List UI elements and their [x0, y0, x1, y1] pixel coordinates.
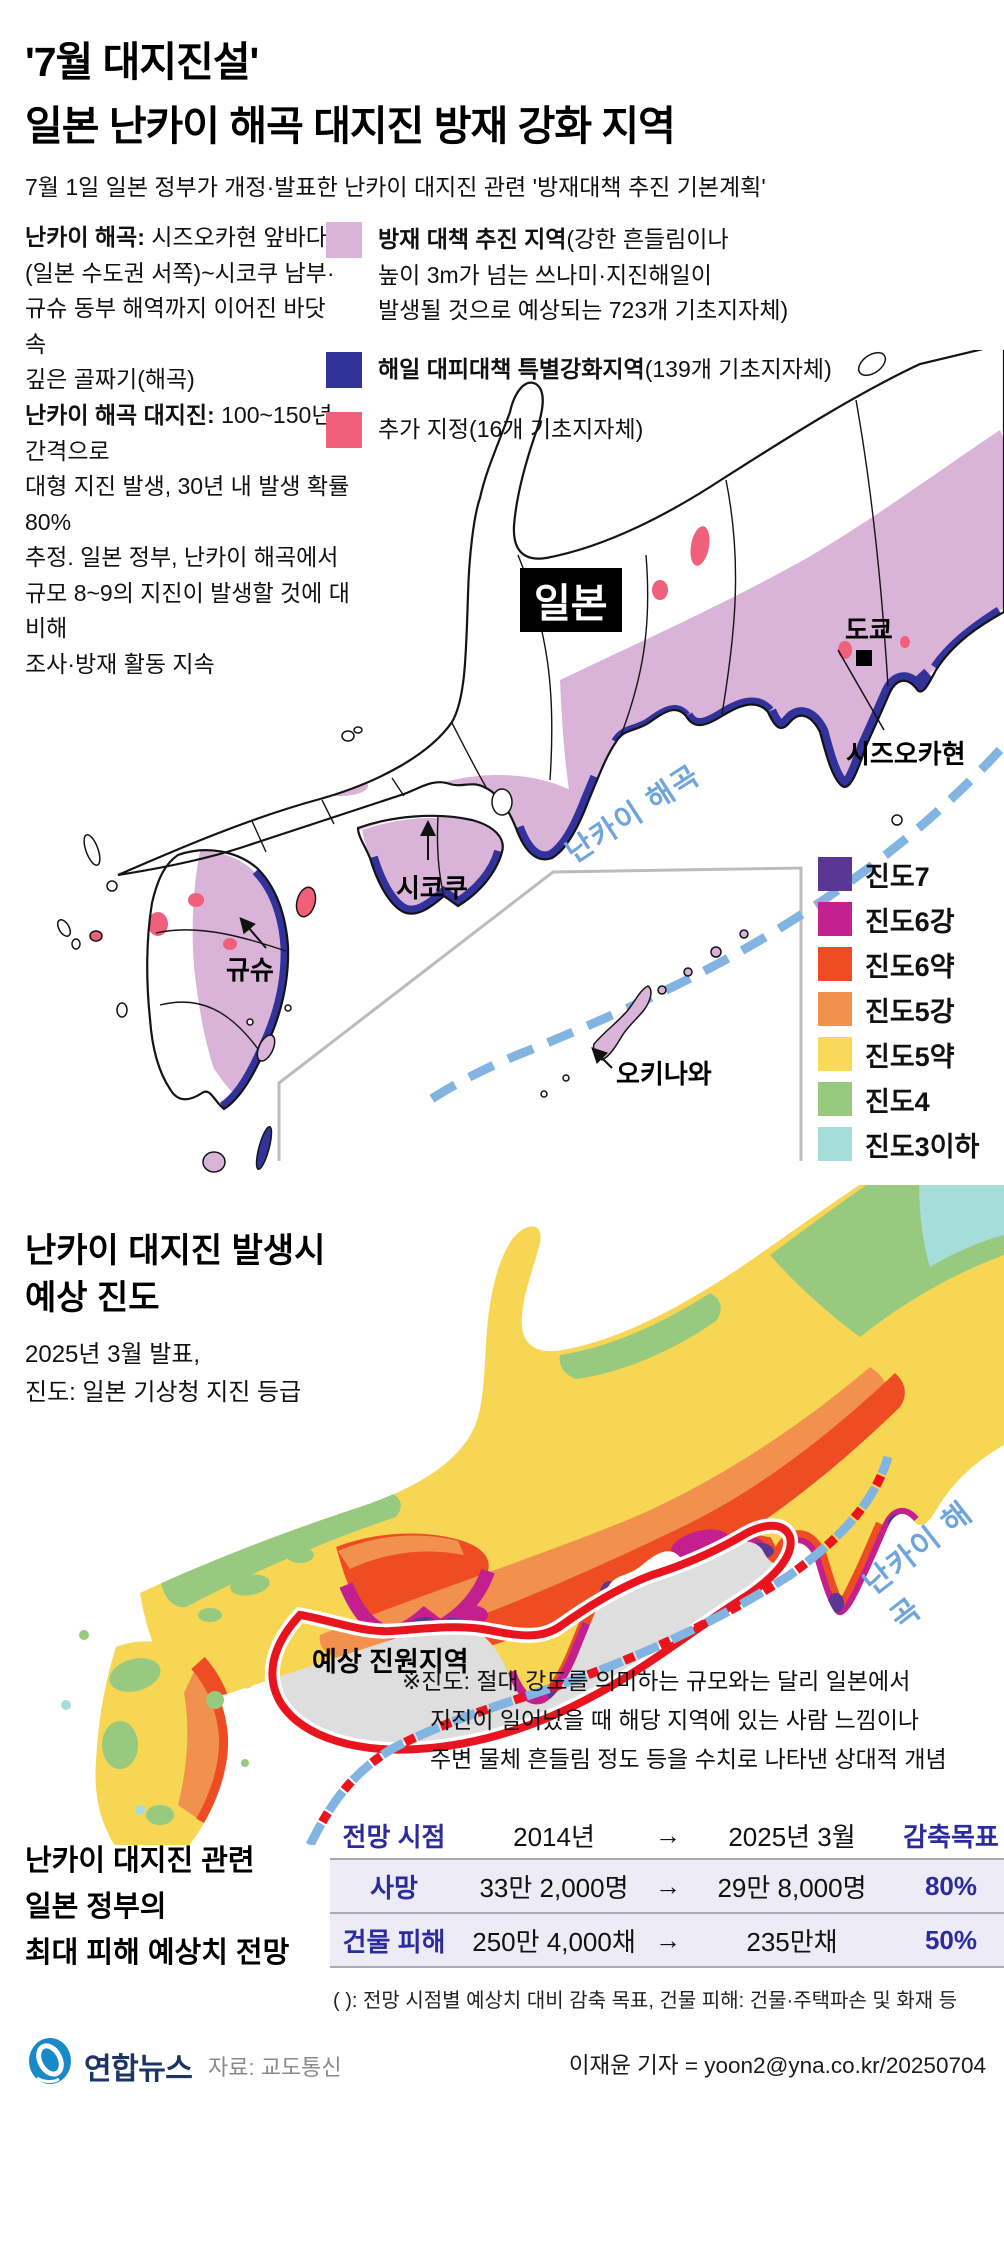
- intensity-swatch-7: [818, 857, 852, 891]
- kyushu-arrow: [239, 916, 267, 949]
- inset-frame: [277, 866, 803, 1161]
- intensity-label-6s: 진도6강: [865, 906, 955, 937]
- info-lead-trough: 난카이 해곡:: [25, 224, 145, 250]
- intensity-label-4: 진도4: [865, 1086, 930, 1117]
- table-header-row: 전망 시점 2014년 → 2025년 3월 감축목표: [330, 1812, 1004, 1858]
- row-deaths-label: 사망: [370, 1872, 418, 1903]
- page-subtitle: 7월 1일 일본 정부가 개정·발표한 난카이 대지진 관련 '방재대책 추진 …: [25, 174, 766, 200]
- table-header-target: 감축목표: [903, 1821, 999, 1852]
- row-deaths-target: 80%: [924, 1870, 978, 1901]
- row-deaths-2025: 29만 8,000명: [717, 1872, 867, 1903]
- row-buildings-arrow: →: [655, 1924, 681, 1955]
- info-body-trough: 시즈오카현 앞바다 (일본 수도권 서쪽)~시코쿠 남부· 규슈 동부 해역까지…: [25, 224, 335, 392]
- map2-subtitle: 2025년 3월 발표, 진도: 일본 기상청 지진 등급: [25, 1336, 301, 1412]
- reporter-credit: 이재윤 기자 = yoon2@yna.co.kr/20250704: [568, 2053, 986, 2078]
- damage-table: 전망 시점 2014년 → 2025년 3월 감축목표 사망 33만 2,000…: [330, 1812, 1004, 1968]
- map2-subtitle-line1: 2025년 3월 발표,: [25, 1341, 201, 1368]
- intensity-footnote: ※진도: 절대 강도를 의미하는 규모와는 달리 일본에서 지진이 일어났을 때…: [402, 1668, 947, 1772]
- intensity-swatch-3: [818, 1127, 852, 1161]
- info-paragraph-trough: 난카이 해곡: 시즈오카현 앞바다 (일본 수도권 서쪽)~시코쿠 남부· 규슈…: [25, 220, 335, 398]
- map2-title: 난카이 대지진 발생시 예상 진도: [25, 1228, 325, 1322]
- intensity-label-5w: 진도5약: [865, 1041, 955, 1072]
- row-buildings-2014: 250만 4,000채: [472, 1926, 636, 1957]
- row-buildings-label: 건물 피해: [342, 1926, 446, 1957]
- intensity-swatch-5s: [818, 992, 852, 1026]
- table-row-buildings: 건물 피해 250만 4,000채 → 235만채 50%: [330, 1912, 1004, 1966]
- info-body-quake: 100~150년 간격으로 대형 지진 발생, 30년 내 발생 확률 80% …: [25, 402, 350, 677]
- table-header-arrow: →: [655, 1819, 681, 1850]
- table-header-2025: 2025년 3월: [728, 1821, 856, 1852]
- label-epicenter-zone: 예상 진원지역: [312, 1647, 469, 1677]
- legend-swatch-pink: [326, 222, 362, 258]
- trough-line-map2: [305, 1455, 893, 1845]
- intensity-swatch-6s: [818, 902, 852, 936]
- label-shizuoka: 시즈오카현: [846, 739, 966, 769]
- intensity-swatch-4: [818, 1082, 852, 1116]
- label-okinawa: 오키나와: [616, 1059, 712, 1089]
- row-deaths-2014: 33만 2,000명: [479, 1872, 629, 1903]
- table-header-2014: 2014년: [513, 1821, 595, 1852]
- shizuoka-pointer-line: [837, 649, 885, 731]
- epicenter-ring: [268, 1521, 795, 1754]
- page-title: '7월 대지진설' 일본 난카이 해곡 대지진 방재 강화 지역: [25, 30, 676, 158]
- legend-item-added: 추가 지정(16개 기초지자체): [326, 412, 1004, 448]
- map2-title-line2: 예상 진도: [25, 1279, 160, 1317]
- legend-item-promotion: 방재 대책 추진 지역(강한 흔들림이나 높이 3m가 넘는 쓰나미·지진해일이…: [326, 222, 1004, 329]
- label-shikoku: 시코쿠: [396, 873, 468, 903]
- intensity-label-7: 진도7: [865, 861, 930, 892]
- row-buildings-target: 50%: [924, 1924, 978, 1955]
- map2-subtitle-line2: 진도: 일본 기상청 지진 등급: [25, 1379, 302, 1406]
- source-credit: 자료: 교도통신: [208, 2055, 342, 2080]
- table-bottom-rule: [330, 1966, 1004, 1968]
- info-paragraph-quake: 난카이 해곡 대지진: 100~150년 간격으로 대형 지진 발생, 30년 …: [25, 398, 355, 682]
- legend-desc-added: 추가 지정(16개 기초지자체): [378, 416, 644, 442]
- label-tokyo: 도쿄: [845, 615, 893, 645]
- title-line2: 일본 난카이 해곡 대지진 방재 강화 지역: [25, 103, 676, 149]
- legend-label-special: 해일 대피대책 특별강화지역: [378, 356, 645, 382]
- intensity-label-3: 진도3이하: [865, 1131, 980, 1162]
- trough-line-map1: [421, 746, 1004, 1108]
- pointers: [239, 649, 885, 1069]
- okinawa-arrow: [591, 1047, 613, 1069]
- red-zones: [118, 526, 910, 969]
- prefecture-borders: [155, 399, 889, 1050]
- legend-swatch-navy: [326, 352, 362, 388]
- intensity-swatch-5w: [818, 1037, 852, 1071]
- legend-item-special: 해일 대피대책 특별강화지역(139개 기초지자체): [326, 352, 1004, 388]
- map1-svg: [57, 350, 1004, 1173]
- label-japan: 일본: [520, 568, 622, 632]
- map2-svg: [61, 1185, 1004, 1845]
- table-side-title: 난카이 대지진 관련 일본 정부의 최대 피해 예상치 전망: [25, 1845, 290, 1969]
- map1-outlines: [117, 350, 1004, 1111]
- title-line1: '7월 대지진설': [25, 39, 259, 85]
- legend-desc-special: (139개 기초지자체): [644, 356, 832, 382]
- intensity-swatch-6w: [818, 947, 852, 981]
- yonhap-logo-icon: [25, 2036, 75, 2086]
- tokyo-marker: [856, 650, 872, 666]
- legend-desc-promotion: (강한 흔들림이나 높이 3m가 넘는 쓰나미·지진해일이 발생될 것으로 예상…: [378, 226, 789, 323]
- trough-line-map2-red: [305, 1455, 893, 1845]
- table-header-label: 전망 시점: [342, 1821, 446, 1852]
- table-row-deaths: 사망 33만 2,000명 → 29만 8,000명 80%: [330, 1858, 1004, 1912]
- map2-title-line1: 난카이 대지진 발생시: [25, 1232, 326, 1270]
- map2-small-islands: [61, 1630, 259, 1815]
- label-kyushu: 규슈: [226, 955, 274, 985]
- info-lead-quake: 난카이 해곡 대지진:: [25, 402, 215, 428]
- table-note: ( ): 전망 시점별 예상치 대비 감축 목표, 건물 피해: 건물·주택파손…: [333, 1990, 958, 2012]
- row-buildings-2025: 235만채: [746, 1926, 838, 1957]
- brand-name: 연합뉴스: [84, 2053, 193, 2086]
- row-deaths-arrow: →: [655, 1870, 681, 1901]
- legend-label-promotion: 방재 대책 추진 지역: [378, 226, 567, 252]
- legend-swatch-red: [326, 412, 362, 448]
- intensity-label-6w: 진도6약: [865, 951, 955, 982]
- intensity-label-5s: 진도5강: [865, 996, 955, 1027]
